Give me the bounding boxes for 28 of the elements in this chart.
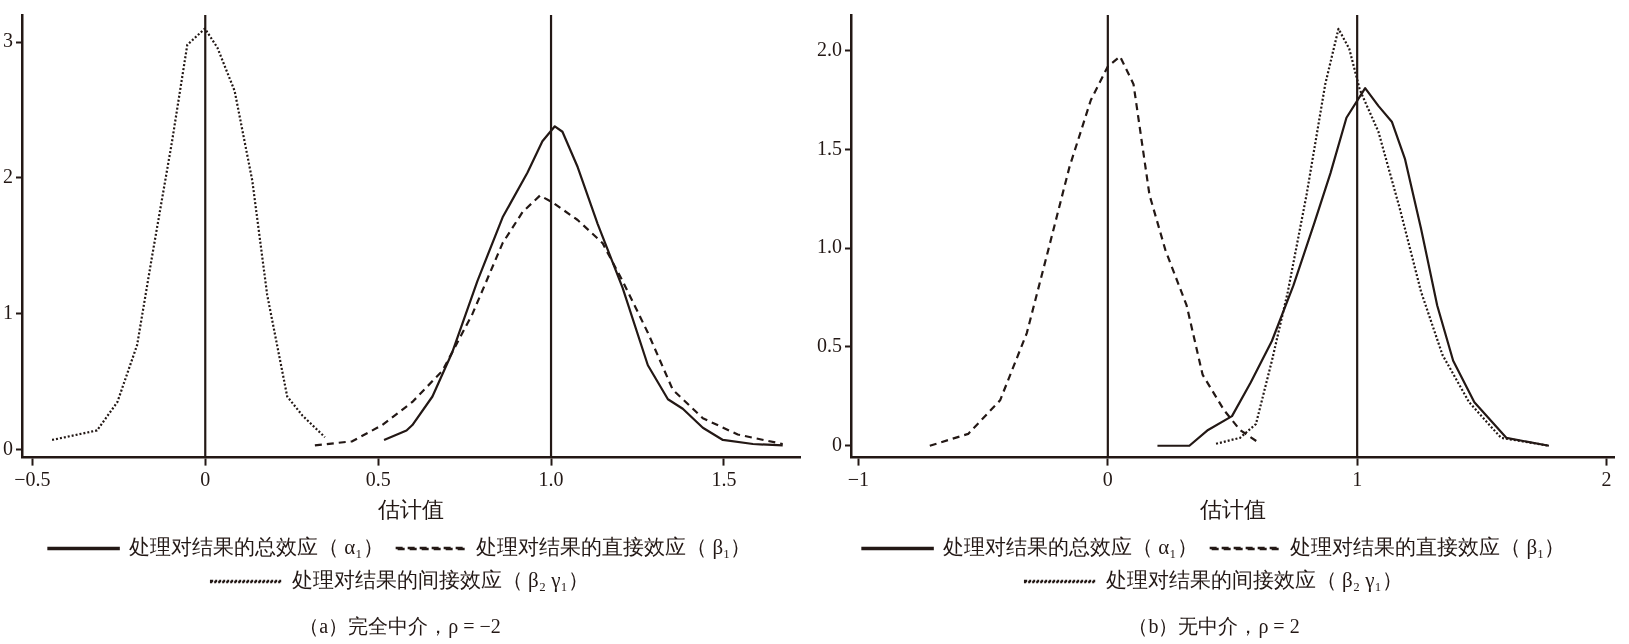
text: （a）完全中介，ρ = −2 <box>299 615 501 639</box>
x-tick-label: 1.5 <box>711 467 737 490</box>
x-tick-label: 0 <box>1102 467 1113 490</box>
y-tick-label: 1.5 <box>817 136 842 159</box>
legend-label: 处理对结果的间接效应（ β₂ γ₁） <box>1105 568 1403 593</box>
x-axis-title: 估计值 <box>1198 496 1266 522</box>
y-tick-label: 2 <box>3 165 13 188</box>
y-tick-label: 1.0 <box>817 235 842 258</box>
legend-label: 处理对结果的总效应（ α₁） <box>943 535 1198 560</box>
y-tick-label: 0 <box>3 436 13 459</box>
x-tick-label: 2 <box>1601 467 1612 490</box>
text: （b）无中介，ρ = 2 <box>1128 615 1300 639</box>
x-tick-label: 0 <box>200 467 211 490</box>
legend-label: 处理对结果的直接效应（ β₁） <box>1290 535 1566 560</box>
legend-label: 处理对结果的直接效应（ β₁） <box>476 535 752 560</box>
x-axis-title: 估计值 <box>377 496 444 522</box>
y-tick-label: 0 <box>832 432 842 455</box>
x-tick-label: 1.0 <box>538 467 564 490</box>
legend-label: 处理对结果的总效应（ α₁） <box>129 535 384 560</box>
y-tick-label: 2.0 <box>817 37 842 60</box>
x-tick-label: 1 <box>1352 467 1363 490</box>
y-tick-label: 0.5 <box>817 334 842 357</box>
x-tick-label: −1 <box>847 467 870 490</box>
y-tick-label: 1 <box>3 300 13 323</box>
x-tick-label: −0.5 <box>14 467 51 490</box>
x-tick-label: 0.5 <box>365 467 391 490</box>
legend-label: 处理对结果的间接效应（ β₂ γ₁） <box>291 568 589 593</box>
y-tick-label: 3 <box>3 29 13 52</box>
